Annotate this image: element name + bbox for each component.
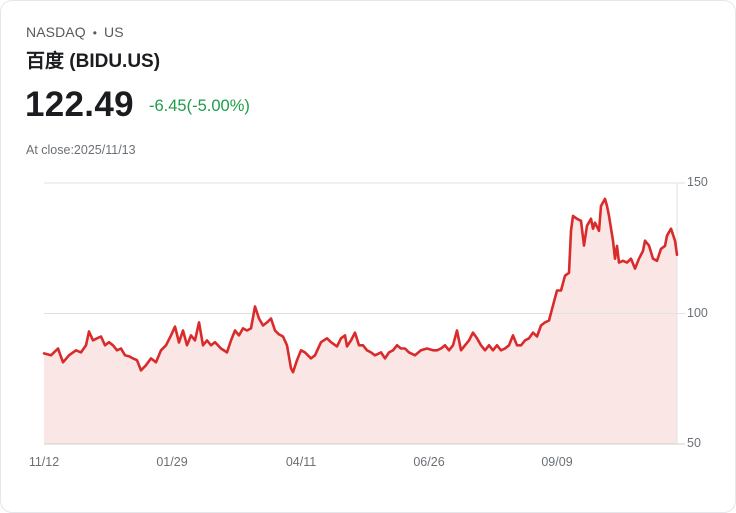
y-axis-tick-label: 100 xyxy=(687,305,708,320)
x-axis-tick-label: 06/26 xyxy=(413,455,445,469)
stock-price: 122.49 xyxy=(25,85,134,124)
exchange-name: NASDAQ xyxy=(26,24,86,40)
region-name: US xyxy=(104,24,124,40)
close-timestamp: At close:2025/11/13 xyxy=(26,143,136,157)
chart-plot xyxy=(42,182,685,445)
x-axis-tick-label: 11/12 xyxy=(28,455,60,469)
y-axis-tick-label: 150 xyxy=(687,175,708,189)
x-axis-tick-label: 09/09 xyxy=(541,455,573,469)
price-line xyxy=(42,197,679,374)
stock-title: 百度 (BIDU.US) xyxy=(26,51,161,72)
price-change: -6.45(-5.00%) xyxy=(149,97,250,115)
price-chart[interactable]: 150 100 50 11/12 01/29 04/11 06/26 09/09 xyxy=(1,171,736,471)
y-axis-tick-label: 50 xyxy=(687,436,701,450)
x-axis-tick-label: 01/29 xyxy=(156,455,188,469)
exchange-label: NASDAQ • US xyxy=(26,24,124,40)
separator-dot: • xyxy=(92,26,98,40)
x-axis-tick-label: 04/11 xyxy=(285,455,317,469)
price-area-fill xyxy=(44,198,677,444)
